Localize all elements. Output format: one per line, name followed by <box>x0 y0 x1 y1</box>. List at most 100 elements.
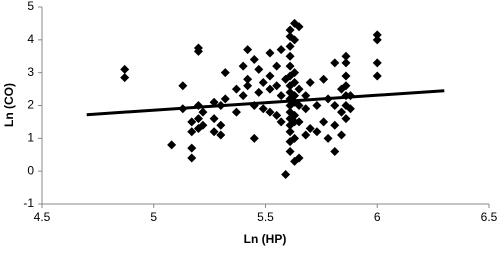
point <box>319 74 329 84</box>
point <box>193 114 203 124</box>
point <box>336 107 346 117</box>
point <box>187 117 197 127</box>
point <box>345 104 355 114</box>
y-tick-label: 3 <box>27 65 34 79</box>
point <box>323 133 333 143</box>
point <box>198 120 208 130</box>
y-tick-label: 0 <box>27 163 34 177</box>
point <box>187 127 197 137</box>
point <box>254 64 264 74</box>
point <box>290 78 300 88</box>
y-axis-label: Ln (CO) <box>2 83 16 127</box>
point <box>372 30 382 40</box>
point <box>209 127 219 137</box>
point <box>216 120 226 130</box>
y-tick-label: 4 <box>27 32 34 46</box>
point <box>341 71 351 81</box>
point <box>243 45 253 55</box>
point <box>209 114 219 124</box>
point <box>290 91 300 101</box>
point <box>193 123 203 133</box>
point <box>312 101 322 110</box>
point <box>294 117 304 127</box>
point <box>330 146 340 156</box>
point <box>341 81 351 91</box>
point <box>285 61 295 71</box>
point <box>216 130 226 140</box>
point <box>258 104 268 114</box>
point <box>193 46 203 56</box>
point <box>312 127 322 137</box>
point <box>265 107 275 117</box>
x-axis-label: Ln (HP) <box>244 232 287 246</box>
point <box>305 78 315 88</box>
point <box>243 81 253 91</box>
point <box>276 91 286 101</box>
point <box>187 143 197 153</box>
point <box>272 61 282 71</box>
point <box>120 64 130 74</box>
point <box>294 101 304 110</box>
point <box>290 110 300 120</box>
point <box>330 120 340 130</box>
point <box>187 153 197 163</box>
point <box>285 41 295 51</box>
point <box>290 133 300 143</box>
point <box>254 87 264 97</box>
point <box>285 127 295 137</box>
point <box>198 107 208 117</box>
point <box>265 48 275 58</box>
trend-line <box>86 89 445 117</box>
point <box>167 140 177 150</box>
point <box>249 55 259 65</box>
point <box>220 68 230 78</box>
point <box>231 84 241 94</box>
point <box>265 84 275 94</box>
y-tick-label: 1 <box>27 131 34 145</box>
point <box>285 25 295 35</box>
point <box>231 107 241 117</box>
point <box>301 130 311 140</box>
point <box>220 94 230 104</box>
point <box>265 71 275 81</box>
point <box>272 110 282 120</box>
point <box>341 114 351 124</box>
point <box>341 51 351 61</box>
point <box>330 58 340 68</box>
point <box>276 45 286 55</box>
point <box>258 78 268 88</box>
point <box>294 84 304 94</box>
point <box>281 169 291 179</box>
point <box>341 58 351 68</box>
x-tick-label: 6 <box>374 210 381 224</box>
point <box>294 153 304 163</box>
point <box>285 146 295 156</box>
point <box>209 97 219 107</box>
x-tick-label: 5 <box>150 210 157 224</box>
y-tick-label: -1 <box>23 196 34 210</box>
point <box>372 58 382 68</box>
point <box>319 117 329 127</box>
point <box>290 35 300 45</box>
point <box>120 73 130 83</box>
point <box>243 74 253 84</box>
point <box>238 61 248 71</box>
point <box>178 81 188 91</box>
point <box>276 117 286 127</box>
point <box>272 81 282 91</box>
y-tick-label: 2 <box>27 98 34 112</box>
y-tick-label: 5 <box>27 0 34 13</box>
point <box>285 51 295 61</box>
point <box>249 133 259 143</box>
x-tick-label: 4.5 <box>34 210 51 224</box>
x-tick-label: 5.5 <box>257 210 274 224</box>
point <box>336 130 346 140</box>
point <box>290 68 300 78</box>
point <box>294 22 304 32</box>
point <box>238 91 248 101</box>
point <box>372 71 382 81</box>
point <box>305 123 315 133</box>
point <box>301 104 311 114</box>
point <box>330 101 340 110</box>
